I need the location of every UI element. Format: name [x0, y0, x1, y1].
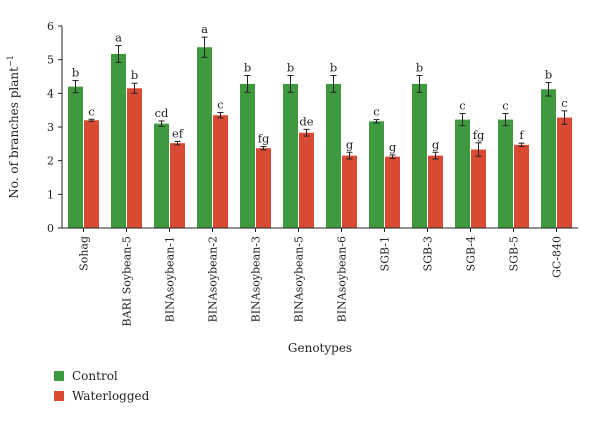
significance-label: b [244, 60, 251, 74]
significance-label: c [502, 99, 508, 113]
significance-label: a [201, 22, 208, 36]
bar-control [197, 47, 212, 229]
y-tick-label: 3 [47, 121, 54, 134]
bar-waterlogged [170, 143, 185, 228]
legend: Control Waterlogged [54, 369, 150, 403]
x-tick-label: BINAsoybean-6 [336, 236, 349, 322]
significance-label: b [545, 68, 552, 82]
bar-waterlogged [342, 155, 357, 228]
significance-label: f [519, 128, 524, 142]
x-tick-label: BINAsoybean-2 [207, 236, 220, 322]
x-tick-label: Sohag [78, 236, 91, 271]
bar-waterlogged [471, 149, 486, 228]
significance-label: a [115, 31, 122, 45]
bar-control [326, 83, 341, 228]
y-axis-title: No. of branches plant−1 [6, 55, 21, 198]
y-axis-title-superscript: −1 [6, 55, 15, 67]
y-tick-label: 6 [47, 20, 54, 33]
significance-label: g [432, 137, 440, 151]
bar-control [498, 119, 513, 228]
significance-label: fg [258, 132, 270, 146]
legend-swatch-waterlogged [54, 391, 64, 401]
bar-waterlogged [514, 144, 529, 228]
significance-label: c [561, 96, 567, 110]
significance-label: c [217, 98, 223, 112]
significance-label: c [373, 105, 379, 119]
x-tick-label: SGB-1 [379, 236, 392, 271]
significance-label: c [459, 99, 465, 113]
x-tick-label: BINAsoybean-3 [250, 236, 263, 322]
y-tick-label: 1 [47, 188, 54, 201]
significance-label: g [389, 140, 397, 154]
y-tick-label: 2 [47, 155, 54, 168]
bar-waterlogged [256, 148, 271, 228]
bar-waterlogged [385, 156, 400, 228]
bar-waterlogged [84, 120, 99, 228]
y-axis: 0 1 2 3 4 5 6 [47, 20, 62, 235]
x-tick-label: BINAsoybean-5 [293, 236, 306, 322]
bar-control [68, 86, 83, 228]
bar-control [369, 121, 384, 228]
significance-label: b [330, 60, 337, 74]
bar-waterlogged [428, 155, 443, 228]
bar-control [111, 53, 126, 229]
legend-label-control: Control [72, 369, 118, 383]
bar-control [541, 89, 556, 228]
bar-control [412, 83, 427, 228]
x-tick-label: GC-840 [551, 236, 564, 278]
significance-label: g [346, 137, 354, 151]
y-tick-label: 5 [47, 54, 54, 67]
significance-label: ef [172, 126, 184, 140]
y-tick-label: 0 [47, 222, 54, 235]
x-tick-label: SGB-4 [465, 236, 478, 271]
significance-label: fg [473, 128, 485, 142]
significance-label: c [88, 104, 94, 118]
significance-label: de [299, 114, 313, 128]
bar-waterlogged [127, 88, 142, 229]
significance-label: b [72, 66, 79, 80]
x-tick-label: BARI Soybean-5 [121, 236, 134, 326]
x-tick-label: SGB-3 [422, 236, 435, 271]
legend-label-waterlogged: Waterlogged [72, 389, 150, 403]
legend-swatch-control [54, 371, 64, 381]
significance-label: b [131, 68, 138, 82]
x-tick-label: SGB-5 [508, 236, 521, 271]
bar-waterlogged [299, 132, 314, 228]
bar-control [283, 83, 298, 228]
significance-label: cd [155, 106, 169, 120]
significance-label: b [287, 60, 294, 74]
x-axis: Sohag BARI Soybean-5 BINAsoybean-1 BINAsoyb… [78, 228, 564, 326]
bar-waterlogged [213, 115, 228, 228]
bar-control [240, 83, 255, 228]
y-axis-title-text: No. of branches plant [7, 67, 21, 199]
bar-control [154, 123, 169, 228]
x-axis-title: Genotypes [288, 341, 352, 355]
significance-label: b [416, 60, 423, 74]
y-tick-label: 4 [47, 87, 54, 100]
bar-waterlogged [557, 117, 572, 228]
x-tick-label: BINAsoybean-1 [164, 236, 177, 322]
bar-control [455, 119, 470, 228]
